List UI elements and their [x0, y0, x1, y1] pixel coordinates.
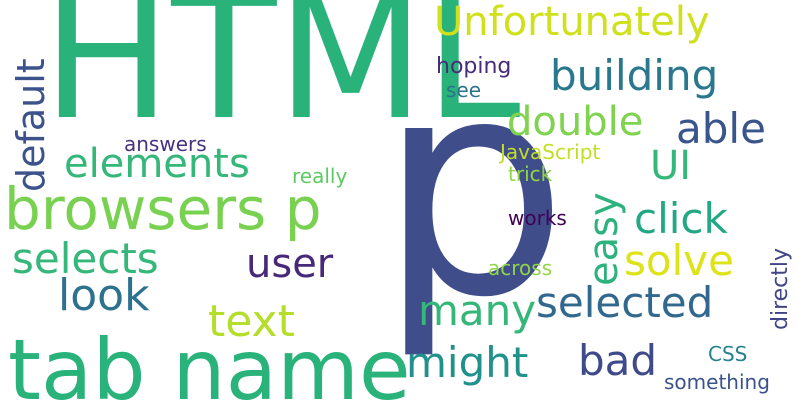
word-ui: UI	[650, 143, 692, 189]
word-p: p	[378, 14, 569, 363]
word-many: many	[418, 286, 537, 335]
word-really: really	[292, 164, 348, 188]
word-selects: selects	[12, 234, 159, 283]
word-look: look	[58, 270, 150, 321]
word-browsers-p: browsers p	[4, 175, 322, 243]
word-trick: trick	[508, 162, 553, 186]
word-user: user	[246, 241, 334, 287]
word-hoping: hoping	[436, 54, 512, 79]
word-directly: directly	[768, 247, 793, 330]
word-building: building	[550, 51, 719, 100]
word-html: HTML	[42, 0, 521, 158]
word-easy: easy	[581, 192, 627, 286]
word-bad: bad	[578, 336, 658, 385]
word-double: double	[507, 99, 644, 145]
word-selected: selected	[536, 278, 714, 327]
word-might: might	[406, 338, 529, 387]
word-answers: answers	[124, 132, 207, 156]
word-click: click	[634, 194, 728, 243]
word-see: see	[446, 78, 482, 102]
word-tab-name: tab name	[8, 321, 411, 400]
word-text: text	[208, 296, 295, 347]
word-elements: elements	[64, 141, 250, 187]
word-javascript: JavaScript	[500, 140, 601, 164]
word-default: default	[9, 58, 53, 192]
word-css: CSS	[708, 342, 748, 366]
word-something: something	[664, 370, 770, 394]
word-able: able	[676, 104, 766, 153]
word-works: works	[508, 206, 567, 230]
word-unfortunately: Unfortunately	[434, 0, 710, 45]
word-across: across	[488, 256, 553, 280]
word-solve: solve	[624, 236, 734, 285]
